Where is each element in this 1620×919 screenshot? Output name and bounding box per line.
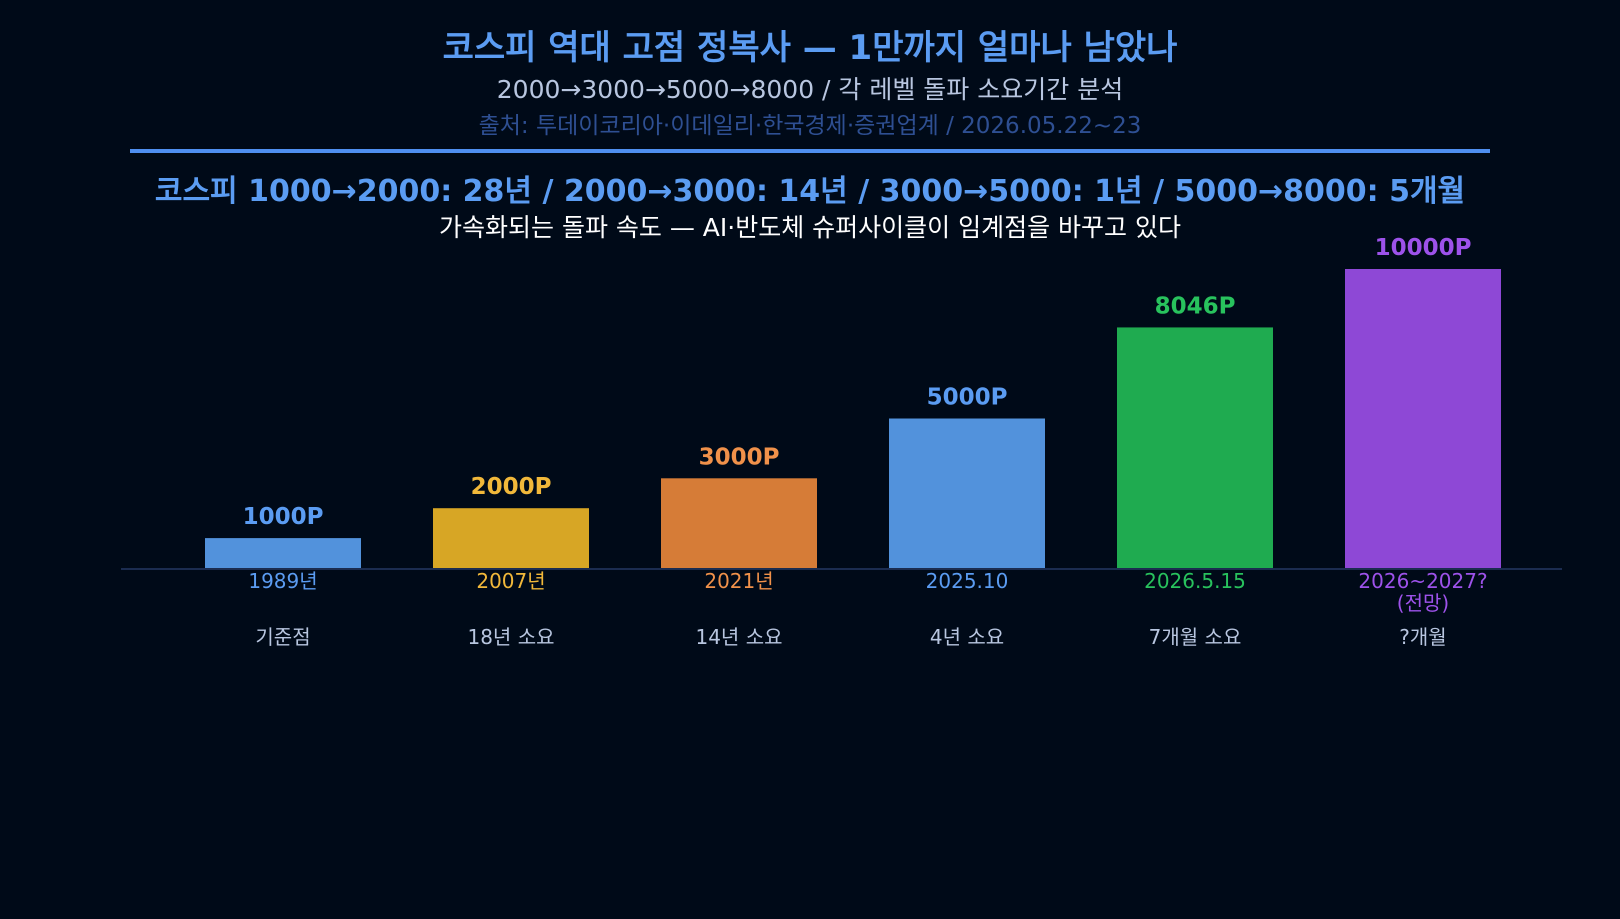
x-tick-label-5-1: (전망) xyxy=(1397,591,1449,615)
bar-value-label-4: 8046P xyxy=(1155,293,1236,319)
bar-2 xyxy=(661,478,817,568)
x-tick-label-0: 1989년 xyxy=(248,569,317,593)
duration-label-0: 기준점 xyxy=(255,625,310,649)
bar-value-label-1: 2000P xyxy=(471,474,552,500)
breakthrough-tagline: 가속화되는 돌파 속도 — AI·반도체 슈퍼사이클이 임계점을 바꾸고 있다 xyxy=(439,213,1181,242)
header-divider xyxy=(130,149,1490,153)
bar-5 xyxy=(1345,269,1501,568)
bar-4 xyxy=(1117,327,1273,568)
x-tick-label-5-0: 2026~2027? xyxy=(1358,569,1487,593)
bar-3 xyxy=(889,418,1045,568)
bar-1 xyxy=(433,508,589,568)
x-tick-label-3: 2025.10 xyxy=(926,569,1009,593)
bar-value-label-3: 5000P xyxy=(927,385,1008,411)
duration-label-4: 7개월 소요 xyxy=(1149,625,1242,649)
chart-title: 코스피 역대 고점 정복사 — 1만까지 얼마나 남았나 xyxy=(442,28,1178,68)
bar-0 xyxy=(205,538,361,568)
duration-label-5: ?개월 xyxy=(1399,625,1446,649)
source-note: 출처: 투데이코리아·이데일리·한국경제·증권업계 / 2026.05.22~2… xyxy=(478,113,1142,139)
bar-value-label-0: 1000P xyxy=(243,504,324,530)
breakthrough-headline: 코스피 1000→2000: 28년 / 2000→3000: 14년 / 30… xyxy=(154,174,1466,209)
duration-label-3: 4년 소요 xyxy=(930,625,1004,649)
duration-label-1: 18년 소요 xyxy=(467,625,554,649)
duration-label-2: 14년 소요 xyxy=(695,625,782,649)
bar-value-label-5: 10000P xyxy=(1375,235,1472,261)
x-tick-label-4: 2026.5.15 xyxy=(1144,569,1246,593)
x-tick-label-2: 2021년 xyxy=(704,569,773,593)
bar-value-label-2: 3000P xyxy=(699,444,780,470)
x-tick-label-1: 2007년 xyxy=(476,569,545,593)
chart-subtitle: 2000→3000→5000→8000 / 각 레벨 돌파 소요기간 분석 xyxy=(496,75,1124,104)
